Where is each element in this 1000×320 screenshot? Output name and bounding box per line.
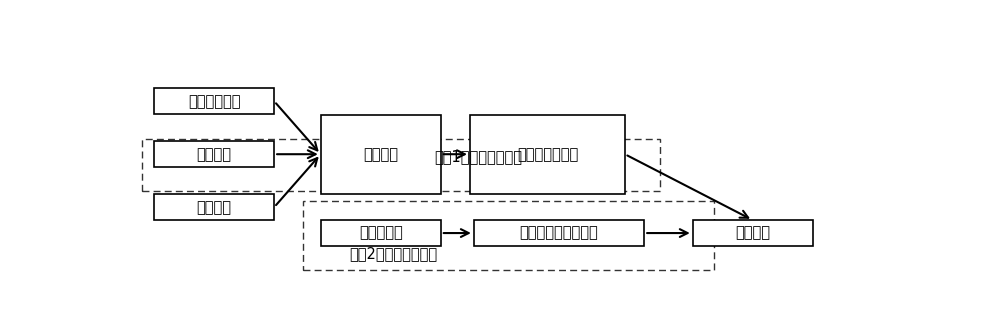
Bar [470, 115, 625, 194]
Bar [142, 140, 660, 191]
Bar [474, 220, 644, 246]
Text: 散文样本: 散文样本 [197, 200, 232, 215]
Text: 阶段2：文档分类阶段: 阶段2：文档分类阶段 [350, 246, 438, 261]
Bar [321, 115, 441, 194]
Text: 样本训练: 样本训练 [363, 147, 398, 162]
Bar [303, 201, 714, 270]
Bar [321, 220, 441, 246]
Text: 待分类文档文本处理: 待分类文档文本处理 [520, 226, 598, 241]
Text: 阶段1：样本训练阶段: 阶段1：样本训练阶段 [434, 149, 522, 164]
Text: 分类结果: 分类结果 [735, 226, 770, 241]
Text: 科技文献样本: 科技文献样本 [188, 94, 240, 109]
Bar [154, 194, 274, 220]
Text: 待分类文档: 待分类文档 [359, 226, 403, 241]
Text: 小说样本: 小说样本 [197, 147, 232, 162]
Bar [154, 88, 274, 114]
Bar [154, 141, 274, 167]
Bar [693, 220, 813, 246]
Text: 样本规律性结果: 样本规律性结果 [517, 147, 578, 162]
